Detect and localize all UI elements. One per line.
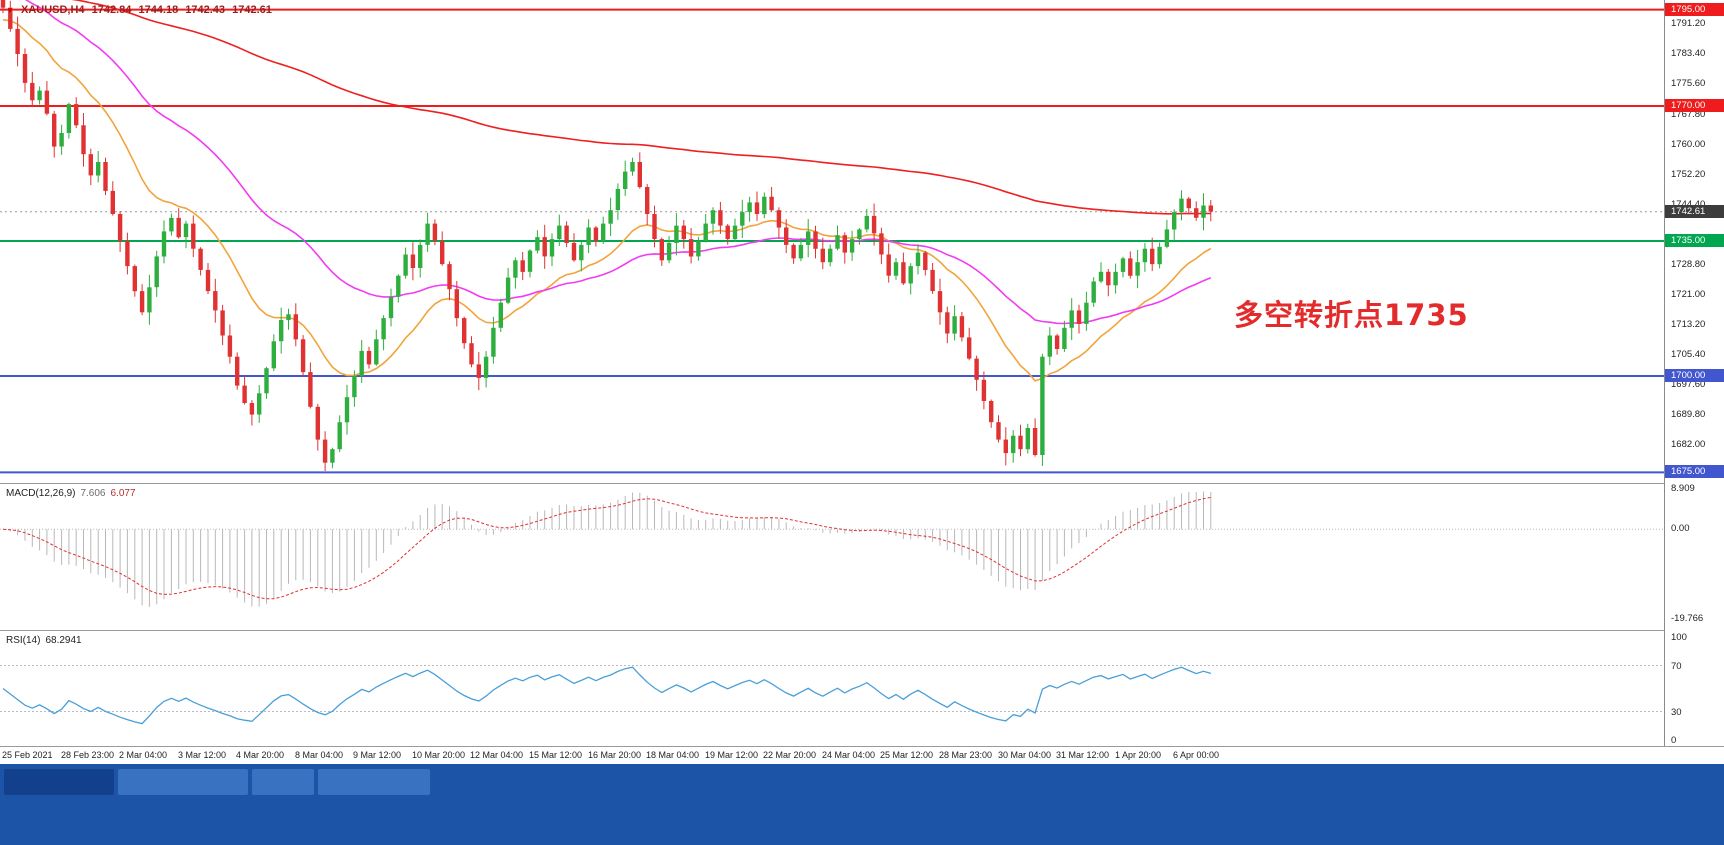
price-tick-label: 1721.00 <box>1671 288 1706 300</box>
time-axis-label: 16 Mar 20:00 <box>588 750 642 760</box>
price-tick-label: 1767.80 <box>1671 108 1706 120</box>
chart-title: ▼ XAUUSD,H4 1742.84 1744.18 1742.43 1742… <box>6 4 276 16</box>
time-axis-label: 30 Mar 04:00 <box>998 750 1052 760</box>
time-axis-label: 8 Mar 04:00 <box>295 750 344 760</box>
time-axis-label: 28 Mar 23:00 <box>939 750 993 760</box>
time-axis-label: 12 Mar 04:00 <box>470 750 524 760</box>
rsi-value: 68.2941 <box>45 635 82 646</box>
taskbar-button[interactable] <box>118 769 248 795</box>
macd-canvas[interactable] <box>0 484 1664 629</box>
taskbar <box>0 764 1724 845</box>
pane-divider <box>0 630 1724 631</box>
main-chart-canvas[interactable] <box>0 0 1664 482</box>
taskbar-button[interactable] <box>4 769 114 795</box>
price-tick-label: 1697.60 <box>1671 379 1706 391</box>
price-level-badge: 1735.00 <box>1665 234 1724 247</box>
price-tick-label: 1713.20 <box>1671 319 1706 331</box>
ohlc-high: 1744.18 <box>138 4 179 16</box>
price-tick-label: 1728.80 <box>1671 258 1706 270</box>
time-axis-label: 24 Mar 04:00 <box>822 750 876 760</box>
price-level-badge: 1700.00 <box>1665 368 1724 382</box>
time-axis-label: 19 Mar 12:00 <box>705 750 759 760</box>
time-axis-label: 1 Apr 20:00 <box>1115 750 1162 760</box>
price-tick-label: 1791.20 <box>1671 18 1706 30</box>
symbol-marker-icon: ▼ <box>6 6 14 15</box>
macd-label: MACD(12,26,9) 7.606 6.077 <box>6 488 141 499</box>
time-axis-label: 3 Mar 12:00 <box>178 750 227 760</box>
macd-signal-value: 6.077 <box>110 488 136 499</box>
price-tick-label: 1760.00 <box>1671 138 1706 150</box>
rsi-tick-label: 100 <box>1671 632 1687 643</box>
macd-tick-label: 8.909 <box>1671 482 1695 494</box>
price-tick-label: 1775.60 <box>1671 78 1706 90</box>
time-axis-label: 25 Feb 2021 <box>2 750 53 760</box>
time-axis[interactable]: 25 Feb 2021 28 Feb 23:00 2 Mar 04:00 3 Mar … <box>0 747 1664 764</box>
rsi-pane[interactable]: RSI(14) 68.2941 <box>0 631 1664 746</box>
time-axis-label: 31 Mar 12:00 <box>1056 750 1110 760</box>
price-tick-label: 1705.40 <box>1671 349 1706 361</box>
time-axis-label: 18 Mar 04:00 <box>646 750 700 760</box>
ohlc-low: 1742.43 <box>185 4 226 16</box>
time-axis-label: 28 Feb 23:00 <box>61 750 115 760</box>
price-level-badge: 1795.00 <box>1665 2 1724 16</box>
price-level-badge: 1675.00 <box>1665 465 1724 479</box>
macd-name: MACD(12,26,9) <box>6 488 76 499</box>
macd-pane[interactable]: MACD(12,26,9) 7.606 6.077 <box>0 484 1664 629</box>
ohlc-open: 1742.84 <box>91 4 132 16</box>
ohlc-close: 1742.61 <box>232 4 272 16</box>
pane-divider <box>0 746 1724 747</box>
time-axis-label: 25 Mar 12:00 <box>880 750 934 760</box>
price-tick-label: 1689.80 <box>1671 409 1706 421</box>
annotation-text[interactable]: 多空转折点1735 <box>1234 298 1469 332</box>
time-axis-label: 10 Mar 20:00 <box>412 750 466 760</box>
macd-tick-label: 0.00 <box>1671 523 1690 535</box>
price-tick-label: 1744.40 <box>1671 199 1705 210</box>
time-axis-label: 15 Mar 12:00 <box>529 750 583 760</box>
price-tick-label: 1752.20 <box>1671 168 1706 180</box>
rsi-tick-label: 30 <box>1671 706 1682 718</box>
rsi-canvas[interactable] <box>0 631 1664 746</box>
price-level-badge: 1770.00 <box>1665 99 1724 113</box>
macd-tick-label: -19.766 <box>1671 612 1704 624</box>
time-axis-label: 4 Mar 20:00 <box>236 750 285 760</box>
macd-main-value: 7.606 <box>80 488 106 499</box>
rsi-tick-label: 0 <box>1671 735 1677 746</box>
price-axis[interactable]: 1791.20 1783.40 1775.60 1767.80 1760.00 1752.… <box>1664 0 1724 746</box>
rsi-name: RSI(14) <box>6 635 41 646</box>
price-tick-label: 1783.40 <box>1671 48 1706 60</box>
time-axis-label: 6 Apr 00:00 <box>1173 750 1220 760</box>
taskbar-button[interactable] <box>318 769 430 795</box>
rsi-label: RSI(14) 68.2941 <box>6 635 87 646</box>
symbol-label: XAUUSD,H4 <box>20 4 85 16</box>
taskbar-button[interactable] <box>252 769 314 795</box>
time-axis-label: 9 Mar 12:00 <box>353 750 402 760</box>
pane-divider <box>0 483 1724 484</box>
main-chart-pane[interactable]: ▼ XAUUSD,H4 1742.84 1744.18 1742.43 1742… <box>0 0 1664 482</box>
price-tick-label: 1682.00 <box>1671 439 1706 451</box>
rsi-tick-label: 70 <box>1671 660 1682 672</box>
current-price-badge: 1742.61 <box>1665 204 1724 218</box>
time-axis-label: 2 Mar 04:00 <box>119 750 168 760</box>
time-axis-label: 22 Mar 20:00 <box>763 750 817 760</box>
